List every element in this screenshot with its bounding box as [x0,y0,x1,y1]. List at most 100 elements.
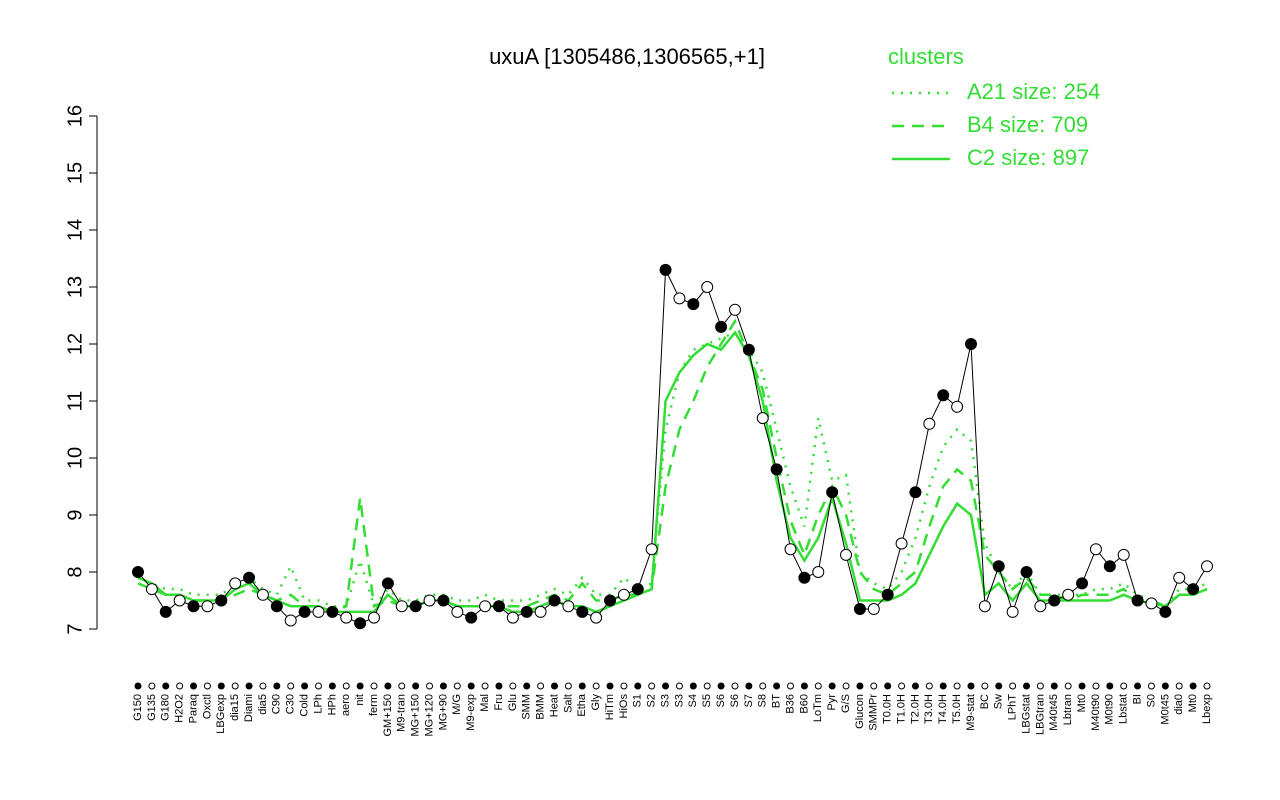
rug-dot [162,682,170,690]
data-point [1103,560,1116,573]
rug-dot [759,682,767,690]
x-tick-label: BC [979,694,991,709]
x-tick-label: Paraq [187,694,199,723]
data-point [645,543,658,556]
x-tick-label: M0t45 [1159,694,1171,725]
x-tick-label: Pyr [826,694,838,711]
rug-dot [675,682,683,690]
rug-dot [856,682,864,690]
x-tick-label: LPh [312,694,324,714]
rug-dot [134,682,142,690]
x-tick-label: T5.0H [951,694,963,724]
x-tick-label: MG+90 [437,694,449,730]
x-tick-label: G180 [160,694,172,721]
rug-dot [648,682,656,690]
data-point [132,566,144,578]
x-tick-label: BI [1131,694,1143,704]
rug-dot [800,682,808,690]
rug-dot [328,682,336,690]
rug-dot [203,682,211,690]
rug-dot [1134,682,1142,690]
rug-dot [426,682,434,690]
data-point [590,611,603,624]
data-point [326,605,339,618]
rug-dot [703,682,711,690]
rug-dot [1092,682,1100,690]
data-point [340,611,353,624]
data-point [1159,605,1172,618]
rug-dot [412,682,420,690]
rug-dot [453,682,461,690]
data-point [840,548,853,561]
rug-dot [1175,682,1183,690]
rug-dot [176,682,184,690]
rug-dot [787,682,795,690]
data-point [673,292,686,305]
rug-dot [370,682,378,690]
x-tick-label: B36 [784,694,796,714]
data-point [1201,560,1213,573]
data-point [1131,594,1144,607]
rug-dot [1078,682,1086,690]
rug-dot [495,682,503,690]
data-point [173,594,186,607]
data-point [354,617,367,630]
x-tick-label: S0 [1145,694,1157,707]
x-tick-label: BT [771,694,783,708]
x-tick-label: M9-stat [965,694,977,731]
x-tick-label: MG+150 [410,694,422,737]
data-point [604,594,617,607]
data-point [145,583,158,596]
data-point [465,611,478,624]
y-tick-label: 10 [64,447,86,469]
data-point [798,571,811,584]
data-point [742,343,755,356]
x-tick-label: ferm [368,694,380,716]
data-point [423,594,436,607]
x-tick-label: Glucon [854,694,866,729]
x-tick-label: T2.0H [909,694,921,724]
rug-dot [287,682,295,690]
x-tick-label: S8 [757,694,769,707]
x-tick-label: BMM [535,694,547,720]
x-tick-label: Diami [243,694,255,722]
rug-dot [148,682,156,690]
data-point [368,611,381,624]
data-point [1048,594,1061,607]
rug-dot [384,682,392,690]
x-tick-label: Etha [576,693,588,717]
data-point [659,263,672,276]
rug-dot [231,682,239,690]
x-tick-label: S1 [632,694,644,707]
data-point [395,600,408,613]
data-point [826,486,839,499]
data-point [284,614,297,627]
x-tick-label: LoTm [812,694,824,722]
rug-dot [523,682,531,690]
rug-dot [939,682,947,690]
cluster-line [137,318,1208,614]
data-point [492,600,505,613]
data-point [201,600,214,613]
legend-label: A21 size: 254 [967,79,1100,104]
x-tick-label: Glu [507,694,519,711]
data-point [770,463,783,476]
rug-dot [870,682,878,690]
data-point [1187,583,1200,596]
x-tick-label: S7 [743,694,755,707]
data-point [243,571,256,584]
x-tick-label: Mt0 [1076,694,1088,712]
y-tick-label: 12 [64,333,86,355]
x-tick-label: H2O2 [174,694,186,723]
data-point [256,588,269,601]
data-point [520,605,533,618]
rug-dot [550,682,558,690]
legend-title: clusters [888,44,964,69]
rug-dot [356,682,364,690]
rug-dot [301,682,309,690]
rug-dot [967,682,975,690]
x-tick-label: T0.0H [882,694,894,724]
data-point [1076,577,1089,590]
x-tick-label: nit [354,694,366,706]
data-point [437,594,450,607]
